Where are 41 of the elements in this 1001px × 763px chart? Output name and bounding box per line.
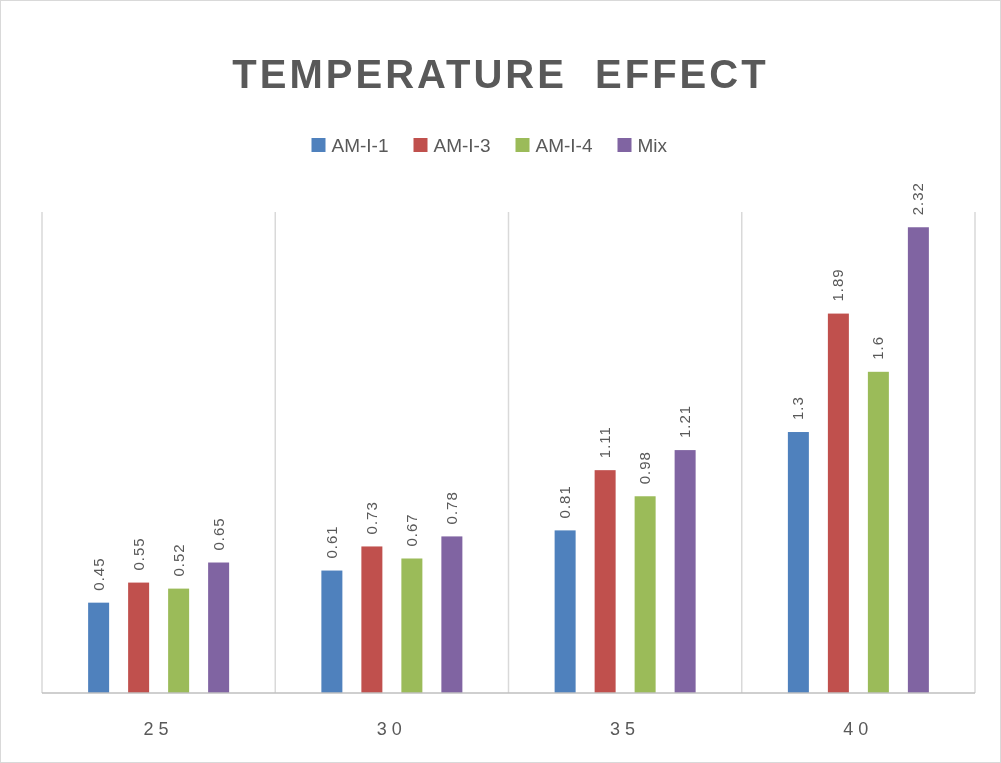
- data-label: 2.32: [909, 182, 927, 216]
- bar: [321, 570, 343, 693]
- bar: [361, 546, 383, 693]
- bar: [867, 371, 889, 693]
- data-label: 0.55: [129, 537, 147, 571]
- bar: [634, 496, 656, 693]
- bar: [787, 432, 809, 693]
- data-label: 1.6: [869, 335, 887, 360]
- x-tick-label: 40: [843, 719, 874, 739]
- data-label: 0.61: [322, 525, 340, 559]
- data-label: 0.98: [636, 451, 654, 485]
- x-tick-label: 25: [143, 719, 174, 739]
- bar: [88, 602, 110, 693]
- legend-label: AM-I-4: [535, 135, 593, 156]
- bar: [554, 530, 576, 693]
- data-label: 0.65: [209, 517, 227, 551]
- data-label: 0.67: [402, 513, 420, 547]
- data-label: 1.11: [596, 426, 614, 459]
- bar: [128, 582, 150, 693]
- data-label: 0.45: [89, 557, 107, 591]
- data-label: 0.81: [556, 485, 574, 519]
- bar: [208, 562, 230, 693]
- bar: [907, 227, 929, 693]
- bar: [441, 536, 463, 693]
- legend-label: AM-I-3: [433, 135, 491, 156]
- bar: [168, 588, 190, 693]
- bar: [401, 558, 423, 693]
- x-tick-label: 30: [376, 719, 407, 739]
- x-tick-label: 35: [610, 719, 641, 739]
- bar: [827, 313, 849, 693]
- data-label: 0.52: [169, 543, 187, 577]
- data-label: 0.78: [442, 491, 460, 525]
- legend-label: Mix: [637, 135, 668, 156]
- data-label: 1.89: [829, 268, 847, 302]
- data-label: 1.21: [676, 404, 694, 439]
- chart-title: TEMPERATURE EFFECT: [232, 52, 769, 96]
- legend-label: AM-I-1: [331, 135, 389, 156]
- data-label: 1.3: [789, 396, 807, 421]
- bar: [674, 450, 696, 693]
- data-label: 0.73: [362, 501, 380, 535]
- bar: [594, 470, 616, 693]
